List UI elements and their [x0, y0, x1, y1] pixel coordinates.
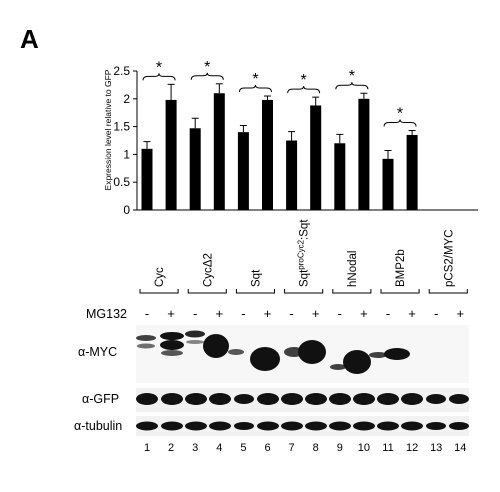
- construct-bracket: [284, 289, 324, 294]
- blot-label-gfp: α-GFP: [82, 392, 119, 406]
- lane-number: 10: [358, 442, 370, 454]
- significance-star: *: [397, 105, 403, 122]
- bar-chart: Expression level relative to GFP 0 0.5 1 1.…: [103, 59, 478, 217]
- treatment-sign: -: [386, 306, 390, 321]
- construct-bracket: [235, 289, 275, 294]
- construct-label: SqtproCyc2:Sqt: [297, 219, 311, 287]
- construct-label-superscript: proCyc2: [297, 239, 306, 269]
- construct-bracket: [428, 289, 468, 294]
- significance-star: *: [252, 71, 258, 88]
- construct-bracket: [332, 289, 372, 294]
- construct-label: Cyc: [154, 267, 166, 287]
- mg132-label: MG132: [86, 307, 127, 321]
- y-tick-label: 2: [123, 92, 130, 106]
- treatment-sign: -: [145, 306, 149, 321]
- significance-bracket: [238, 84, 272, 93]
- significance-star: *: [204, 59, 210, 76]
- myc-blot-image: [136, 325, 469, 383]
- y-axis-label: Expression level relative to GFP: [103, 69, 113, 190]
- bar: [382, 158, 394, 210]
- significance-bracket: [335, 82, 369, 90]
- construct-bracket: [380, 289, 420, 294]
- construct-label: hNodal: [347, 251, 359, 287]
- panel-label: A: [20, 24, 39, 54]
- blot-label-myc: α-MYC: [78, 345, 117, 359]
- lane-number: 8: [313, 442, 319, 454]
- significance-bracket: [287, 86, 321, 94]
- lane-number: 2: [168, 442, 174, 454]
- treatment-sign: +: [264, 306, 272, 321]
- lane-number: 12: [406, 442, 418, 454]
- lane-number: 7: [289, 442, 295, 454]
- treatment-sign: +: [408, 306, 416, 321]
- lane-number: 1: [144, 442, 150, 454]
- construct-label: Sqt: [250, 269, 262, 287]
- bar: [262, 99, 273, 210]
- construct-label-base: Sqt: [299, 269, 311, 287]
- significance-bracket: [383, 119, 417, 127]
- bar: [165, 99, 177, 210]
- construct-label: pCS2/MYC: [443, 229, 455, 287]
- y-tick-label: 0: [123, 203, 130, 217]
- bar: [334, 143, 346, 210]
- construct-label: CycΔ2: [202, 253, 214, 287]
- gfp-blot-image: [136, 388, 469, 412]
- y-tick-label: 1: [123, 147, 130, 161]
- lane-number: 4: [216, 442, 222, 454]
- significance-star: *: [156, 59, 162, 76]
- lane-number: 13: [430, 442, 442, 454]
- treatment-sign: +: [312, 306, 320, 321]
- treatment-sign: -: [289, 306, 293, 321]
- treatment-sign: -: [241, 306, 245, 321]
- significance-star: *: [301, 72, 307, 89]
- construct-bracket: [187, 289, 227, 294]
- tubulin-blot-image: [136, 416, 469, 436]
- treatment-sign: -: [338, 306, 342, 321]
- lane-number: 11: [382, 442, 393, 454]
- significance-star: *: [349, 68, 355, 85]
- construct-label: BMP2b: [395, 249, 407, 287]
- treatment-sign: +: [167, 306, 175, 321]
- significance-bracket: [190, 72, 224, 80]
- lane-number: 14: [454, 442, 466, 454]
- treatment-signs: - + - + - + - + - + - + - +: [145, 306, 464, 321]
- y-tick-label: 0.5: [113, 175, 130, 189]
- bar: [358, 98, 370, 210]
- bar: [189, 128, 201, 210]
- bar: [310, 105, 322, 210]
- treatment-sign: +: [216, 306, 224, 321]
- lane-number: 9: [337, 442, 343, 454]
- construct-bracket: [139, 289, 179, 294]
- lane-number: 5: [240, 442, 246, 454]
- treatment-sign: -: [434, 306, 438, 321]
- lane-numbers: 1 2 3 4 5 6 7 8 9 10 11 12 13 14: [144, 442, 466, 454]
- lane-number: 6: [264, 442, 270, 454]
- y-tick-label: 2.5: [113, 64, 130, 78]
- treatment-sign: +: [457, 306, 465, 321]
- y-tick-label: 1.5: [113, 120, 130, 134]
- construct-label-tail: :Sqt: [299, 219, 311, 240]
- bar: [237, 132, 249, 210]
- bar: [141, 148, 153, 210]
- blot-label-tubulin: α-tubulin: [74, 419, 122, 433]
- treatment-sign: +: [360, 306, 368, 321]
- bar: [406, 134, 418, 210]
- significance-bracket: [142, 73, 176, 81]
- bar: [213, 93, 225, 210]
- lane-number: 3: [192, 442, 198, 454]
- bar: [286, 140, 298, 210]
- treatment-sign: -: [193, 306, 197, 321]
